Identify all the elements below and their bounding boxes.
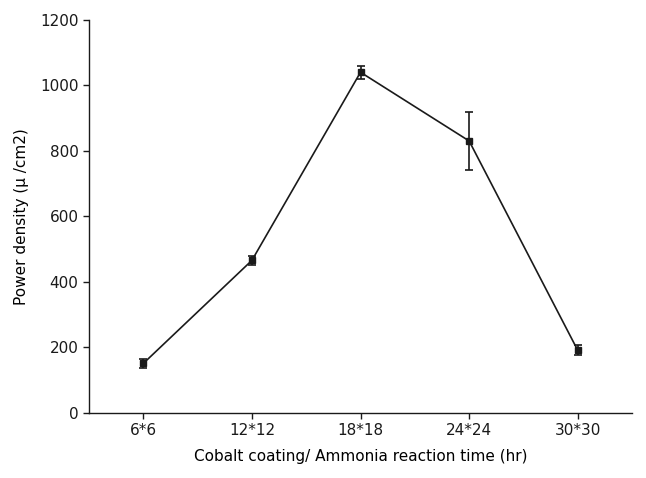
- X-axis label: Cobalt coating/ Ammonia reaction time (hr): Cobalt coating/ Ammonia reaction time (h…: [194, 449, 527, 464]
- Y-axis label: Power density (μ /cm2): Power density (μ /cm2): [14, 128, 29, 304]
